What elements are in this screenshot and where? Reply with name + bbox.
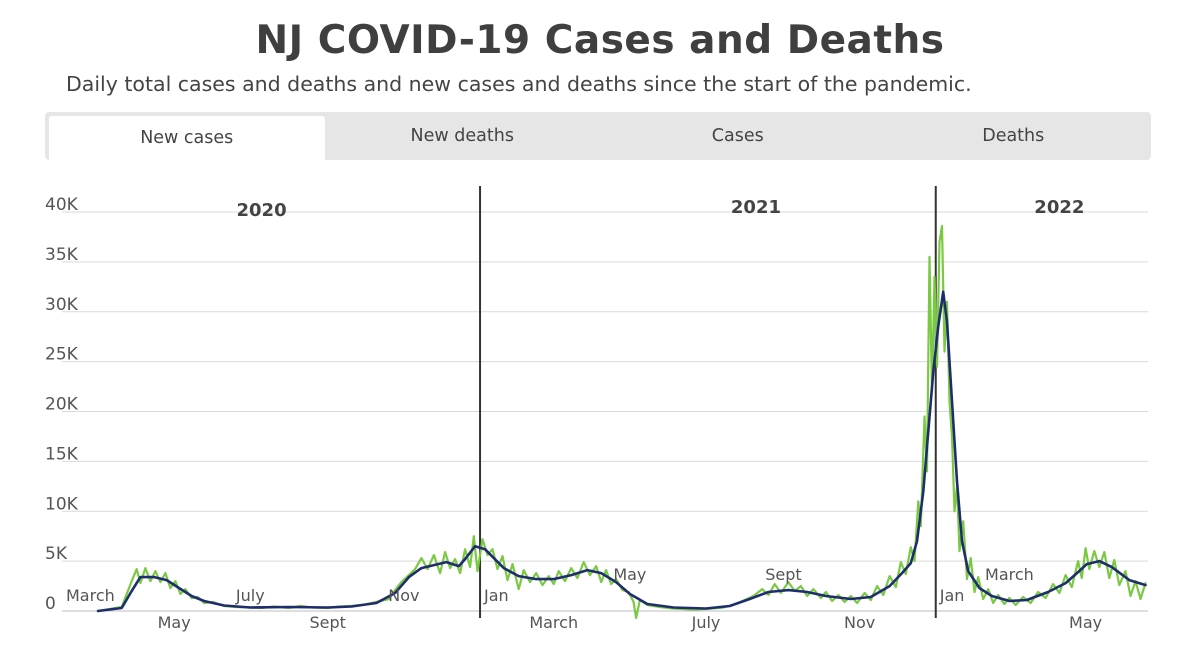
- x-tick-label: March: [529, 613, 578, 632]
- tab-deaths[interactable]: Deaths: [982, 126, 1045, 146]
- x-tick-label: March: [985, 565, 1034, 584]
- x-tick-label: May: [613, 565, 646, 584]
- y-tick-label: 0: [45, 594, 56, 614]
- y-tick-label: 15K: [45, 444, 79, 464]
- y-tick-label: 35K: [45, 245, 79, 265]
- chart-title: NJ COVID-19 Cases and Deaths: [255, 18, 945, 63]
- tab-new-cases[interactable]: New cases: [49, 116, 325, 160]
- x-tick-label: Sept: [310, 613, 346, 632]
- chart-subtitle: Daily total cases and deaths and new cas…: [66, 72, 972, 96]
- x-tick-label: March: [66, 586, 115, 605]
- year-label: 2021: [731, 197, 781, 218]
- daily-series-line: [96, 224, 1147, 620]
- y-tick-label: 40K: [45, 195, 79, 215]
- tab-bar: New cases New deaths Cases Deaths: [45, 112, 1151, 160]
- y-tick-label: 5K: [45, 544, 68, 564]
- y-tick-label: 30K: [45, 295, 79, 315]
- x-tick-label: Sept: [765, 565, 801, 584]
- y-tick-label: 10K: [45, 494, 79, 514]
- x-tick-label: May: [1069, 613, 1102, 632]
- x-tick-label: July: [235, 586, 265, 605]
- x-tick-label: Nov: [844, 613, 875, 632]
- year-label: 2020: [237, 200, 287, 221]
- tab-cases[interactable]: Cases: [711, 126, 764, 146]
- year-label: 2022: [1034, 197, 1084, 218]
- x-tick-label: July: [691, 613, 721, 632]
- x-tick-label: Jan: [483, 586, 509, 605]
- y-tick-label: 25K: [45, 345, 79, 365]
- x-tick-label: Nov: [388, 586, 419, 605]
- x-tick-label: Jan: [939, 586, 965, 605]
- x-tick-label: May: [158, 613, 191, 632]
- y-tick-label: 20K: [45, 395, 79, 415]
- average-series-line: [96, 290, 1147, 613]
- tab-new-deaths[interactable]: New deaths: [410, 126, 514, 146]
